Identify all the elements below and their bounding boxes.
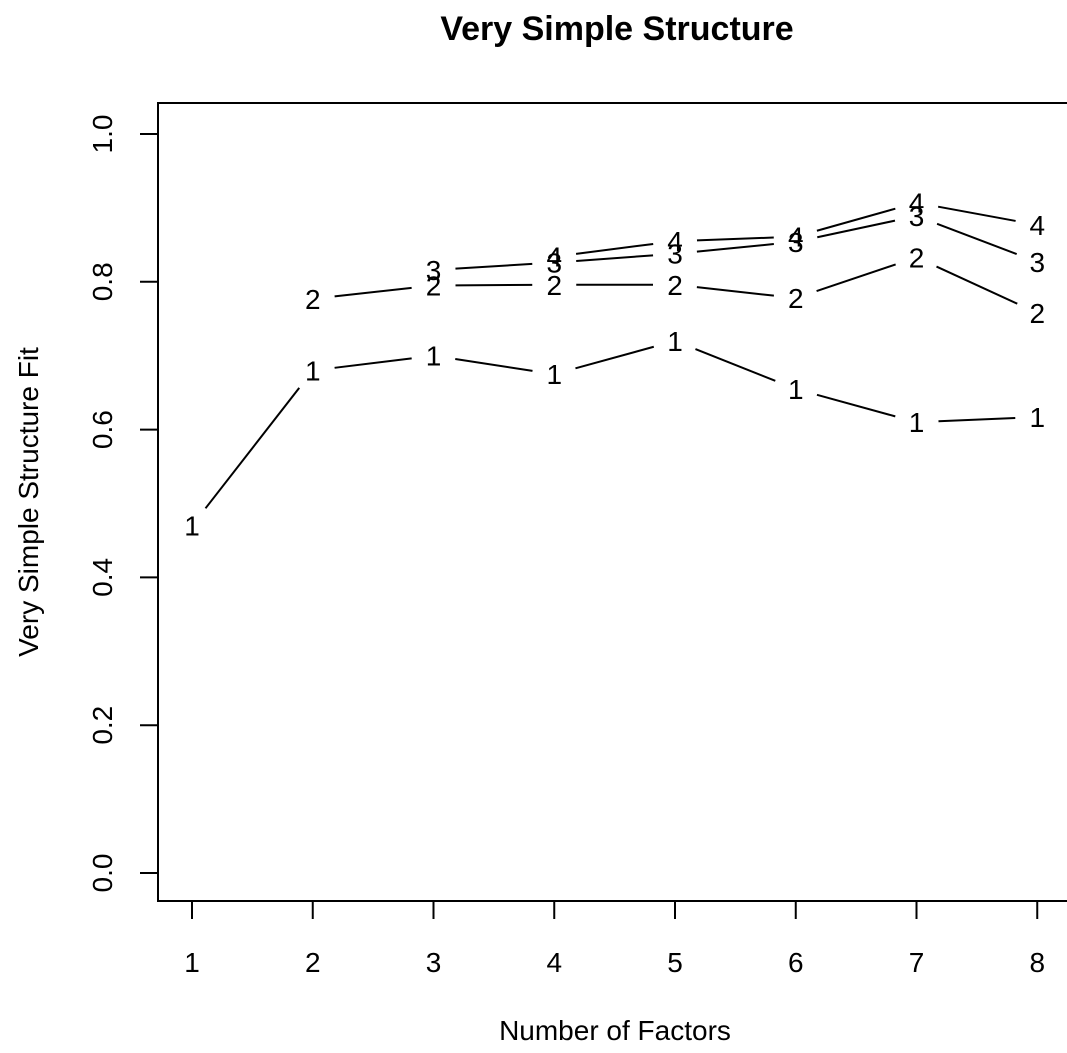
x-tick-label: 4 bbox=[546, 947, 562, 978]
series-2-point: 2 bbox=[426, 270, 442, 301]
series-1-point: 1 bbox=[426, 341, 442, 372]
x-tick-label: 5 bbox=[667, 947, 683, 978]
series-1-segment bbox=[575, 345, 655, 370]
series-3: 3 3 3 3 3 3 bbox=[426, 201, 1045, 286]
series-1-point: 1 bbox=[305, 355, 321, 386]
series-4-point: 4 bbox=[667, 226, 683, 257]
y-tick-label: 0.8 bbox=[87, 262, 118, 301]
x-tick-label: 1 bbox=[184, 947, 200, 978]
series-4-segment bbox=[937, 205, 1016, 222]
x-tick-label: 8 bbox=[1029, 947, 1045, 978]
series-1-point: 1 bbox=[546, 359, 562, 390]
series-1-segment bbox=[816, 393, 896, 418]
x-tick-label: 3 bbox=[426, 947, 442, 978]
series-3-point: 3 bbox=[1029, 247, 1045, 278]
series-3-point: 3 bbox=[546, 248, 562, 279]
series-1-point: 1 bbox=[909, 407, 925, 438]
series-3-point: 3 bbox=[909, 201, 925, 232]
x-tick-label: 7 bbox=[909, 947, 925, 978]
series-2-point: 2 bbox=[788, 283, 804, 314]
y-tick-label: 1.0 bbox=[87, 115, 118, 154]
series-3-point: 3 bbox=[426, 255, 442, 286]
y-tick-label: 0.4 bbox=[87, 558, 118, 597]
y-tick-label: 0.6 bbox=[87, 410, 118, 449]
x-axis: 1 2 3 4 5 6 7 8 bbox=[184, 900, 1045, 978]
y-axis-label: Very Simple Structure Fit bbox=[13, 347, 44, 657]
series-4-segment bbox=[816, 207, 896, 232]
series-3-segment bbox=[696, 243, 774, 253]
series-4-segment bbox=[575, 242, 654, 255]
series-2: 2 2 2 2 2 2 2 bbox=[305, 242, 1045, 328]
series-4-point: 4 bbox=[788, 222, 804, 253]
series-4-segment bbox=[696, 236, 774, 242]
series-2-segment bbox=[696, 286, 774, 297]
series-2-point: 2 bbox=[1029, 298, 1045, 329]
series-1-segment bbox=[695, 348, 776, 382]
series-4-point: 4 bbox=[909, 188, 925, 219]
series-4-point: 4 bbox=[1029, 210, 1045, 241]
x-tick-label: 6 bbox=[788, 947, 804, 978]
series-2-point: 2 bbox=[546, 270, 562, 301]
series-3-segment bbox=[817, 219, 896, 239]
y-axis: 0.0 0.2 0.4 0.6 0.8 1.0 bbox=[87, 115, 159, 893]
series-1-point: 1 bbox=[1029, 402, 1045, 433]
x-tick-label: 2 bbox=[305, 947, 321, 978]
series-2-segment bbox=[334, 286, 412, 298]
series-2-segment bbox=[816, 263, 896, 292]
y-tick-label: 0.0 bbox=[87, 854, 118, 893]
series-1-point: 1 bbox=[788, 374, 804, 405]
series-1-segment bbox=[938, 416, 1016, 423]
series-3-point: 3 bbox=[788, 227, 804, 258]
series-1-point: 1 bbox=[184, 511, 200, 542]
series-3-segment bbox=[936, 222, 1018, 255]
y-tick-label: 0.2 bbox=[87, 706, 118, 745]
x-axis-label: Number of Factors bbox=[499, 1015, 731, 1046]
series-1-point: 1 bbox=[667, 326, 683, 357]
series-2-segment bbox=[936, 265, 1018, 305]
series-3-point: 3 bbox=[667, 239, 683, 270]
series-3-segment bbox=[576, 254, 654, 262]
plot-frame bbox=[157, 102, 1067, 902]
series-4: 4 4 4 4 4 bbox=[546, 188, 1045, 273]
series-1: 1 1 1 1 1 1 1 1 bbox=[184, 326, 1045, 542]
series-1-segment bbox=[455, 358, 533, 372]
series-1-segment bbox=[204, 387, 301, 509]
series-2-point: 2 bbox=[909, 242, 925, 273]
series-2-point: 2 bbox=[667, 270, 683, 301]
series-2-point: 2 bbox=[305, 284, 321, 315]
series-1-segment bbox=[334, 357, 412, 369]
series-4-point: 4 bbox=[546, 242, 562, 273]
series-3-segment bbox=[455, 262, 533, 270]
chart-title: Very Simple Structure bbox=[440, 10, 793, 48]
